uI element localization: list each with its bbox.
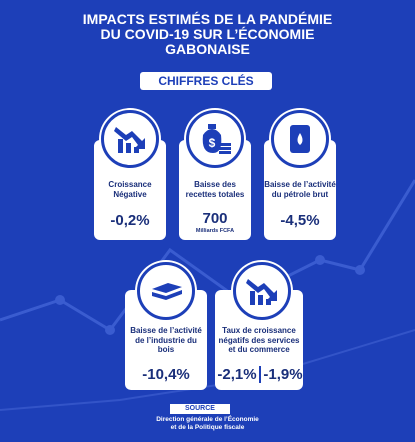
- card-value: -2,1%: [217, 366, 257, 383]
- card-value: -4,5%: [280, 212, 320, 229]
- card-value: -10,4%: [142, 366, 190, 383]
- source-text: Direction générale de l’Économie: [156, 416, 259, 423]
- card-label: recettes totales: [185, 189, 245, 199]
- icon-wood: [137, 262, 195, 320]
- card-label: Baisse de l’activité: [264, 180, 336, 189]
- card-value: -0,2%: [110, 212, 150, 229]
- card: Baisse des recettes totales 700 Milliard…: [179, 140, 251, 240]
- card: Taux de croissance négatifs des services…: [215, 290, 303, 390]
- card-label: du pétrole brut: [271, 189, 329, 199]
- icon-oil-barrel: [271, 110, 329, 168]
- card-label: Baisse des: [194, 180, 236, 189]
- title-line: DU COVID-19 SUR L’ÉCONOMIE: [100, 26, 315, 42]
- title-line: GABONAISE: [165, 41, 250, 57]
- svg-text:$: $: [209, 136, 216, 150]
- card-label: de l’industrie du: [135, 335, 197, 345]
- card-value: 700: [202, 210, 228, 227]
- card-value: -1,9%: [259, 366, 305, 383]
- card-label: et du commerce: [228, 345, 290, 354]
- card-label: négatifs des services: [218, 335, 300, 345]
- title-line: IMPACTS ESTIMÉS DE LA PANDÉMIE: [82, 11, 333, 27]
- card-unit: Milliards FCFA: [195, 228, 235, 234]
- card-label: Taux de croissance: [222, 326, 296, 335]
- card-label: bois: [157, 345, 175, 354]
- card-label: Croissance: [108, 180, 152, 189]
- icon-falling-chart: [101, 110, 159, 168]
- card-label: Négative: [113, 189, 147, 199]
- icon-money: $: [186, 110, 244, 168]
- card-label: Baisse de l’activité: [130, 326, 202, 335]
- source-text: et de la Politique fiscale: [170, 424, 245, 431]
- card: Baisse de l’activité du pétrole brut -4,…: [264, 140, 336, 240]
- badge: CHIFFRES CLÉS: [140, 72, 272, 90]
- icon-falling-chart: [233, 262, 291, 320]
- source-label: SOURCE: [170, 404, 230, 414]
